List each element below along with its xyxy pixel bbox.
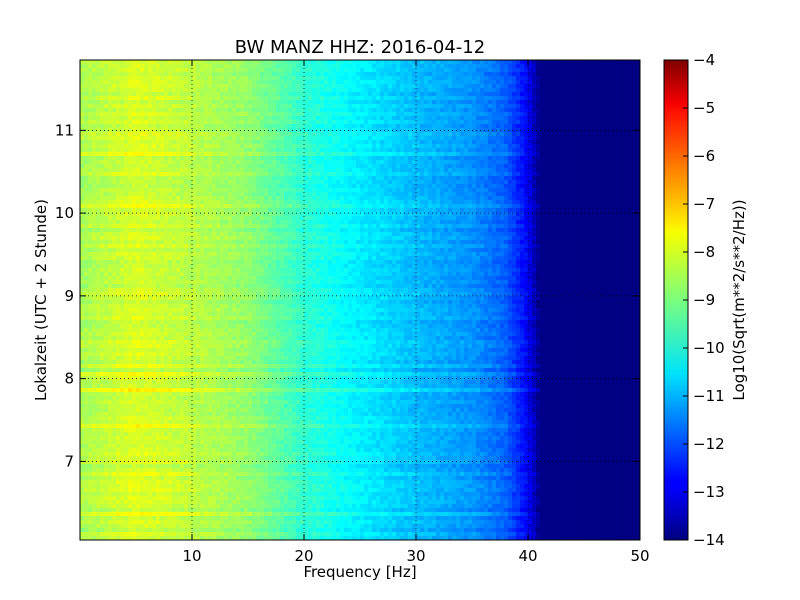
y-axis-label: Lokalzeit (UTC + 2 Stunde) bbox=[32, 199, 50, 401]
colorbar-tick-label: −14 bbox=[693, 531, 725, 549]
plot-frame bbox=[79, 59, 641, 541]
colorbar-tick-label: −5 bbox=[693, 99, 715, 117]
colorbar-tick-label: −10 bbox=[693, 339, 725, 357]
x-tick-label: 20 bbox=[294, 547, 313, 565]
colorbar-tick-label: −12 bbox=[693, 435, 725, 453]
colorbar-tick-label: −11 bbox=[693, 387, 725, 405]
x-tick-label: 10 bbox=[182, 547, 201, 565]
colorbar bbox=[663, 59, 689, 541]
y-tick-label: 8 bbox=[64, 370, 74, 388]
colorbar-tick-label: −4 bbox=[693, 51, 715, 69]
x-axis-ticks: 10 20 30 40 50 bbox=[182, 60, 650, 565]
colorbar-tick-label: −9 bbox=[693, 291, 715, 309]
colorbar-tick-label: −8 bbox=[693, 243, 715, 261]
x-tick-label: 40 bbox=[518, 547, 537, 565]
x-axis-label: Frequency [Hz] bbox=[303, 563, 416, 581]
grid-lines bbox=[80, 60, 640, 540]
x-tick-label: 30 bbox=[406, 547, 425, 565]
chart-title: BW MANZ HHZ: 2016-04-12 bbox=[235, 37, 485, 58]
colorbar-ticks: −4 −5 −6 −7 −8 −9 −10 −11 −12 −13 −14 bbox=[683, 51, 725, 549]
y-tick-label: 11 bbox=[55, 121, 74, 139]
x-tick-label: 50 bbox=[630, 547, 649, 565]
colorbar-tick-label: −7 bbox=[693, 195, 715, 213]
spectrogram-heatmap bbox=[80, 60, 640, 540]
y-tick-label: 10 bbox=[55, 204, 74, 222]
y-tick-label: 9 bbox=[64, 287, 74, 305]
y-axis-ticks: 7 8 9 10 11 bbox=[55, 121, 640, 470]
colorbar-label: Log10(Sqrt(m**2/s**2/Hz)) bbox=[730, 199, 748, 400]
colorbar-tick-label: −13 bbox=[693, 483, 725, 501]
y-tick-label: 7 bbox=[64, 452, 74, 470]
colorbar-tick-label: −6 bbox=[693, 147, 715, 165]
